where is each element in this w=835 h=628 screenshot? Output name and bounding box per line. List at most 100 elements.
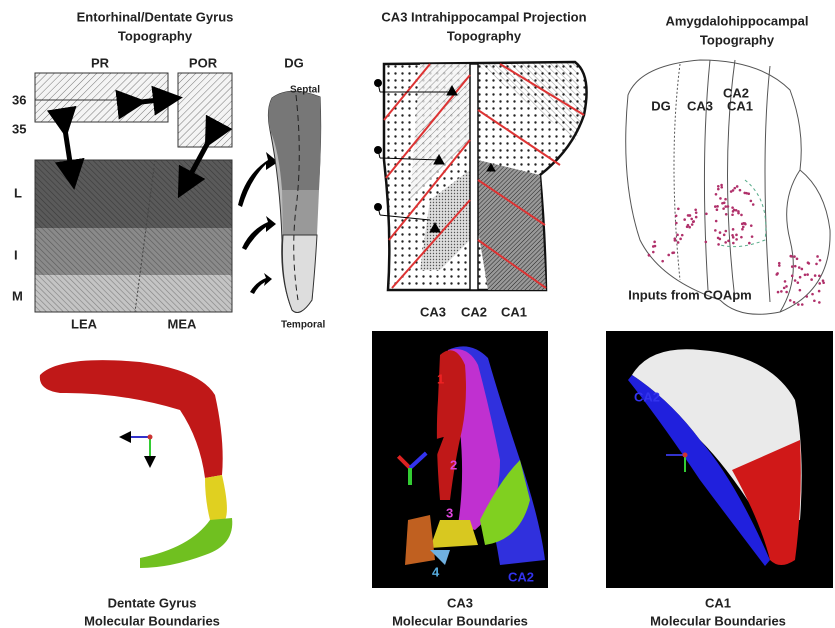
panel-ca3-molecular: 1 2 3 4 CA2 CA3 Molecular Boundaries bbox=[372, 331, 548, 628]
cell-dot bbox=[735, 234, 738, 237]
label: Temporal bbox=[281, 320, 325, 331]
por-box bbox=[178, 73, 232, 147]
label: 36 bbox=[12, 92, 26, 107]
cell-dot bbox=[720, 184, 723, 187]
curved-arrows bbox=[238, 152, 278, 294]
label: CA1 bbox=[501, 304, 527, 319]
title: Topography bbox=[700, 32, 775, 47]
cell-dot bbox=[789, 299, 792, 302]
cell-dot bbox=[725, 230, 728, 233]
cell-dot bbox=[695, 211, 698, 214]
figure: Entorhinal/Dentate Gyrus Topography PR P… bbox=[0, 0, 835, 628]
cell-dot bbox=[727, 240, 730, 243]
cell-dot bbox=[705, 241, 708, 244]
cell-dot bbox=[714, 205, 717, 208]
cell-dot bbox=[737, 212, 740, 215]
cell-dot bbox=[801, 303, 804, 306]
label: DG bbox=[284, 55, 304, 70]
cell-dot bbox=[806, 273, 809, 276]
cell-dot bbox=[790, 255, 793, 258]
cell-dot bbox=[675, 214, 678, 217]
cell-dot bbox=[675, 222, 678, 225]
cell-dot bbox=[751, 235, 754, 238]
cell-dot bbox=[810, 278, 813, 281]
cell-dot bbox=[816, 255, 819, 258]
cell-dot bbox=[732, 236, 735, 239]
cell-dot bbox=[724, 241, 727, 244]
cell-dot bbox=[750, 200, 753, 203]
cell-dot bbox=[783, 287, 786, 290]
cell-dot bbox=[679, 238, 682, 241]
label: 1 bbox=[437, 371, 444, 386]
cell-dot bbox=[750, 224, 753, 227]
cell-dot bbox=[822, 279, 825, 282]
cell-dot bbox=[688, 214, 691, 217]
cell-dot bbox=[715, 220, 718, 223]
cell-dot bbox=[793, 301, 796, 304]
label: 4 bbox=[432, 564, 440, 579]
cell-dot bbox=[777, 291, 780, 294]
cell-dot bbox=[723, 234, 726, 237]
cell-dot bbox=[815, 263, 818, 266]
cell-dot bbox=[667, 254, 670, 257]
caption: CA1 bbox=[705, 595, 731, 610]
cell-dot bbox=[648, 254, 651, 257]
cell-dot bbox=[654, 245, 657, 248]
title: Entorhinal/Dentate Gyrus bbox=[77, 9, 234, 24]
ec-box bbox=[35, 160, 232, 312]
title: Topography bbox=[118, 28, 193, 43]
cell-dot bbox=[719, 197, 722, 200]
cell-dot bbox=[745, 192, 748, 195]
label: L bbox=[14, 185, 22, 200]
cell-dot bbox=[799, 276, 802, 279]
cell-dot bbox=[683, 218, 686, 221]
label: CA2 bbox=[634, 389, 660, 404]
label: M bbox=[12, 288, 23, 303]
region-yellow bbox=[205, 475, 227, 520]
cell-dot bbox=[814, 274, 817, 277]
cell-dot bbox=[778, 262, 781, 265]
cell-dot bbox=[677, 241, 680, 244]
cell-dot bbox=[819, 259, 822, 262]
cell-dot bbox=[721, 202, 724, 205]
cell-dot bbox=[661, 260, 664, 263]
cell-dot bbox=[717, 243, 720, 246]
cell-dot bbox=[818, 282, 821, 285]
caption: Molecular Boundaries bbox=[84, 613, 220, 628]
cell-dot bbox=[730, 190, 733, 193]
cell-dot bbox=[797, 281, 800, 284]
cell-dot bbox=[653, 241, 656, 244]
cell-dot bbox=[791, 265, 794, 268]
panel-entorhinal: Entorhinal/Dentate Gyrus Topography PR P… bbox=[12, 9, 325, 331]
cell-dot bbox=[722, 207, 725, 210]
cell-dot bbox=[808, 262, 811, 265]
cell-dot bbox=[784, 280, 787, 283]
label: Inputs from COApm bbox=[628, 287, 752, 302]
label: LEA bbox=[71, 316, 98, 331]
cell-dot bbox=[673, 251, 676, 254]
cell-dot bbox=[778, 264, 781, 267]
panel-ca1-molecular: CA2 CA1 Molecular Boundaries bbox=[606, 331, 833, 628]
region-green bbox=[140, 518, 232, 568]
cell-dot bbox=[717, 188, 720, 191]
cell-dot bbox=[740, 214, 743, 217]
cell-dot bbox=[724, 198, 727, 201]
cell-dot bbox=[811, 293, 814, 296]
region-orange bbox=[405, 515, 435, 565]
cell-dot bbox=[785, 285, 788, 288]
label: PR bbox=[91, 55, 110, 70]
label: CA3 bbox=[687, 98, 713, 113]
title: Amygdalohippocampal bbox=[665, 13, 808, 28]
cell-dot bbox=[818, 301, 821, 304]
label: 35 bbox=[12, 121, 26, 136]
cell-dot bbox=[797, 303, 800, 306]
cell-dot bbox=[748, 242, 751, 245]
pr-box bbox=[35, 73, 168, 122]
label: MEA bbox=[168, 316, 198, 331]
label: CA2 bbox=[508, 569, 534, 584]
cell-dot bbox=[780, 290, 783, 293]
cell-dot bbox=[732, 228, 735, 231]
caption: Molecular Boundaries bbox=[392, 613, 528, 628]
cell-dot bbox=[801, 268, 804, 271]
page: Entorhinal/Dentate Gyrus Topography PR P… bbox=[0, 0, 835, 628]
